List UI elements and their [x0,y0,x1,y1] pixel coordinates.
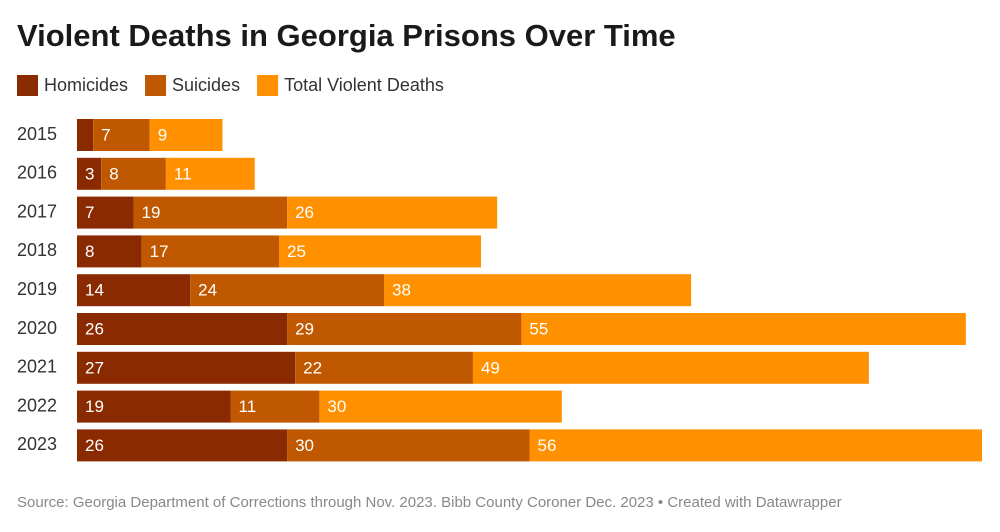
value-label: 38 [392,281,411,300]
bar-segment [287,429,530,462]
value-label: 14 [85,281,104,300]
bar-segment [287,313,522,345]
value-label: 3 [85,164,94,183]
value-label: 8 [85,242,94,261]
value-label: 19 [85,397,104,416]
value-label: 26 [85,319,104,338]
bar-segment [77,390,231,423]
value-label: 30 [295,436,314,455]
value-label: 55 [529,319,548,338]
bar-segment [529,429,982,462]
value-label: 19 [142,203,161,222]
category-label: 2021 [17,357,57,377]
bar-segment [77,235,142,268]
value-label: 22 [303,358,322,377]
bar-segment [521,313,966,345]
category-label: 2020 [17,318,57,338]
legend-swatch [257,75,279,96]
bar-segment [190,274,385,307]
value-label: 29 [295,319,314,338]
legend-swatch [145,75,167,96]
legend-label: Suicides [172,75,240,95]
bar-segment [279,235,482,268]
category-label: 2023 [17,434,57,454]
legend-label: Total Violent Deaths [284,75,444,95]
bar-segment [77,429,288,462]
category-label: 2016 [17,163,57,183]
bar-segment [230,390,320,423]
category-label: 2022 [17,395,57,415]
value-label: 26 [85,436,104,455]
value-label: 11 [239,397,257,416]
value-label: 26 [295,203,314,222]
value-label: 17 [150,242,169,261]
value-label: 30 [327,397,346,416]
bar-segment [165,157,255,190]
chart-title: Violent Deaths in Georgia Prisons Over T… [17,18,676,53]
bar-segment [77,119,94,151]
bar-segment [319,390,562,423]
value-label: 25 [287,242,306,261]
legend-label: Homicides [44,75,128,95]
bar-segment [141,235,280,268]
source: Source: Georgia Department of Correction… [17,494,842,511]
bar-segment [133,196,288,229]
category-label: 2017 [17,201,57,221]
bar-segment [384,274,692,307]
bar-segment [295,351,473,384]
bar-segment [101,157,166,190]
legend-swatch [17,75,38,96]
bar-segment [77,351,296,384]
value-label: 7 [101,125,110,144]
value-label: 11 [174,164,192,183]
category-label: 2018 [17,240,57,260]
bar-segment [77,274,191,307]
category-label: 2019 [17,279,57,299]
value-label: 9 [158,125,167,144]
value-label: 27 [85,358,104,377]
bar-segment [472,351,869,384]
value-label: 7 [85,203,94,222]
value-label: 8 [109,164,118,183]
bar-segment [93,119,150,151]
bar-segment [77,157,102,190]
bar-segment [287,196,498,229]
value-label: 49 [481,358,500,377]
value-label: 56 [538,436,557,455]
bar-segment [77,313,288,345]
bar-segment [77,196,134,229]
bar-segment [149,119,223,151]
value-label: 24 [198,281,217,300]
category-label: 2015 [17,124,57,144]
